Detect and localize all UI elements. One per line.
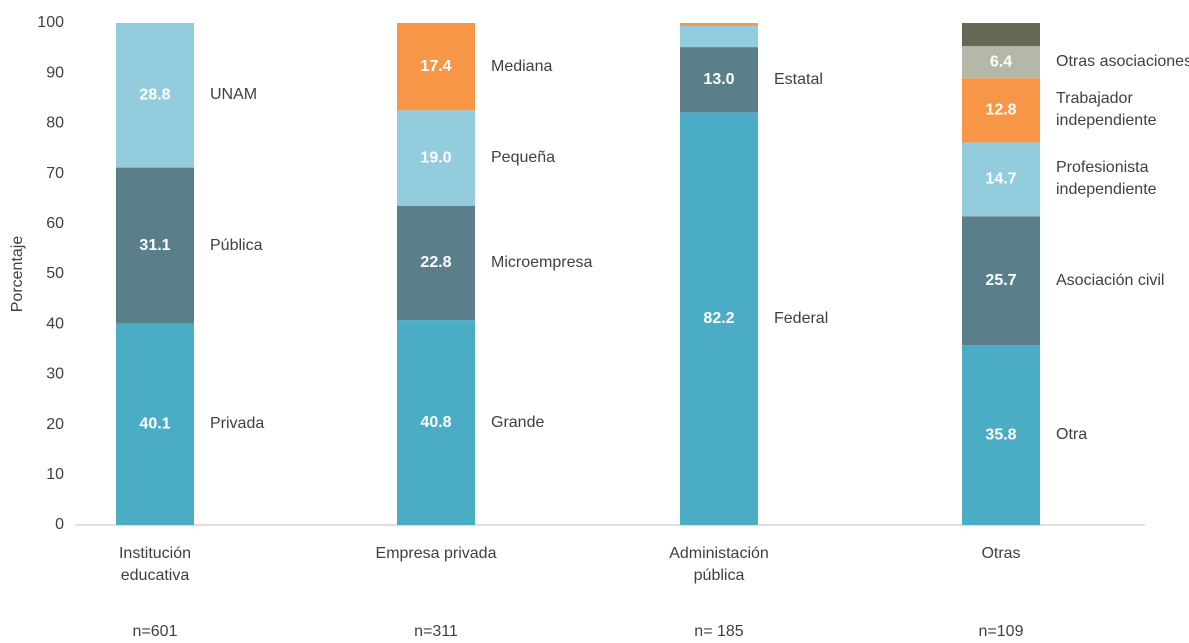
y-tick-label: 80 <box>46 115 64 132</box>
segment-name: Federal <box>774 309 829 327</box>
bar-segment <box>680 23 758 26</box>
y-tick-label: 40 <box>46 315 64 332</box>
value-label: 40.1 <box>139 416 170 433</box>
y-tick-label: 60 <box>46 215 64 232</box>
y-tick-label: 50 <box>46 265 64 282</box>
segment-name: Asociación civil <box>1056 271 1165 289</box>
value-label: 14.7 <box>985 171 1016 188</box>
segment-name: UNAM <box>210 86 258 104</box>
value-label: 82.2 <box>703 310 734 327</box>
bar-segment <box>116 167 194 324</box>
bar-segment <box>680 112 758 525</box>
value-label: 12.8 <box>985 102 1016 119</box>
y-tick-label: 20 <box>46 416 64 433</box>
bar-segment <box>962 345 1040 525</box>
segment-name: Trabajador independiente <box>1056 90 1157 130</box>
sample-size: n=601 <box>132 623 178 640</box>
x-tick-label: Otras <box>981 545 1021 562</box>
segment-name: Otra <box>1056 426 1088 444</box>
value-label: 22.8 <box>420 254 451 271</box>
segment-name: Pequeña <box>491 149 556 167</box>
segment-name: Estatal <box>774 70 823 88</box>
value-label: 31.1 <box>139 237 170 254</box>
y-tick-label: 10 <box>46 466 64 483</box>
bar-segment <box>397 110 475 206</box>
value-label: 13.0 <box>703 71 734 88</box>
segment-name: Mediana <box>491 57 553 75</box>
bar-segment <box>116 23 194 168</box>
segment-name: Profesionista independiente <box>1056 159 1157 199</box>
value-label: 28.8 <box>139 87 170 104</box>
bar-segment <box>962 216 1040 346</box>
value-label: 40.8 <box>420 414 451 431</box>
sample-size: n=311 <box>414 623 458 640</box>
bar-segment <box>962 46 1040 79</box>
segment-name: Privada <box>210 415 265 433</box>
x-tick-label: Empresa privada <box>375 545 497 562</box>
y-tick-label: 90 <box>46 64 64 81</box>
x-tick-label: Institución educativa <box>118 545 192 584</box>
bar-segment <box>962 23 1040 47</box>
y-tick-label: 30 <box>46 366 64 383</box>
y-tick-label: 0 <box>55 516 64 533</box>
value-label: 17.4 <box>420 58 451 75</box>
bar-segment <box>680 25 758 48</box>
segment-name: Microempresa <box>491 253 593 271</box>
bar-segment <box>116 323 194 525</box>
bar-segment <box>680 47 758 113</box>
sample-size: n=109 <box>978 623 1024 640</box>
y-axis-label: Porcentaje <box>9 236 26 313</box>
value-label: 35.8 <box>985 426 1016 443</box>
y-tick-label: 70 <box>46 165 64 182</box>
segment-name: Grande <box>491 413 545 431</box>
segment-name: Otras asociaciones <box>1056 53 1189 71</box>
bar-segment <box>962 142 1040 217</box>
sample-size: n= 185 <box>694 623 744 640</box>
value-label: 6.4 <box>990 53 1012 70</box>
x-tick-label: Administación pública <box>669 545 769 584</box>
segment-name: Pública <box>210 236 263 254</box>
bar-segment <box>397 205 475 321</box>
value-label: 25.7 <box>985 272 1016 289</box>
value-label: 19.0 <box>420 149 451 166</box>
bar-segment <box>397 320 475 525</box>
y-tick-label: 100 <box>37 14 64 31</box>
bar-segment <box>397 23 475 111</box>
bar-segment <box>962 78 1040 143</box>
